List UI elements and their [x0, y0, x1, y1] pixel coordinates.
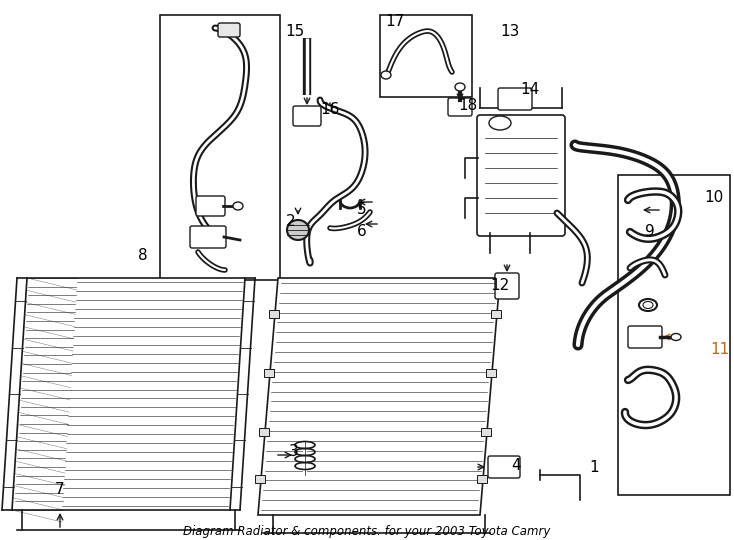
- Ellipse shape: [671, 334, 681, 341]
- Text: 18: 18: [458, 98, 478, 112]
- FancyBboxPatch shape: [190, 226, 226, 248]
- Text: 13: 13: [501, 24, 520, 39]
- Bar: [160, 15, 280, 280]
- FancyBboxPatch shape: [196, 196, 225, 216]
- Text: 10: 10: [705, 191, 724, 206]
- Text: 7: 7: [55, 483, 65, 497]
- Bar: [491, 309, 501, 318]
- Text: 6: 6: [357, 225, 367, 240]
- Ellipse shape: [455, 83, 465, 91]
- Text: Diagram Radiator & components. for your 2003 Toyota Camry: Diagram Radiator & components. for your …: [184, 525, 550, 538]
- FancyBboxPatch shape: [488, 456, 520, 478]
- Text: 11: 11: [711, 342, 730, 357]
- Bar: [380, 15, 472, 97]
- Text: 2: 2: [286, 214, 296, 230]
- FancyBboxPatch shape: [628, 326, 662, 348]
- FancyBboxPatch shape: [218, 23, 240, 37]
- FancyBboxPatch shape: [293, 106, 321, 126]
- Text: 5: 5: [357, 202, 367, 218]
- Ellipse shape: [233, 202, 243, 210]
- FancyBboxPatch shape: [448, 98, 472, 116]
- Bar: [618, 175, 730, 495]
- FancyBboxPatch shape: [498, 88, 532, 110]
- Bar: [259, 428, 269, 436]
- Bar: [255, 475, 265, 483]
- Bar: [269, 309, 279, 318]
- Text: 3: 3: [289, 444, 299, 460]
- Ellipse shape: [381, 71, 391, 79]
- Polygon shape: [12, 278, 245, 510]
- Text: 9: 9: [645, 225, 655, 240]
- Text: 8: 8: [138, 247, 148, 262]
- Bar: [486, 369, 496, 377]
- Text: 15: 15: [286, 24, 305, 39]
- Text: 1: 1: [589, 461, 599, 476]
- Ellipse shape: [287, 220, 309, 240]
- Text: 14: 14: [520, 83, 539, 98]
- Text: 12: 12: [490, 278, 509, 293]
- Ellipse shape: [489, 116, 511, 130]
- Text: 16: 16: [320, 103, 340, 118]
- Bar: [264, 369, 274, 377]
- Text: 17: 17: [385, 15, 404, 30]
- Bar: [477, 475, 487, 483]
- Bar: [481, 428, 491, 436]
- Text: 4: 4: [511, 457, 521, 472]
- FancyBboxPatch shape: [495, 273, 519, 299]
- Polygon shape: [258, 278, 500, 515]
- FancyBboxPatch shape: [477, 115, 565, 236]
